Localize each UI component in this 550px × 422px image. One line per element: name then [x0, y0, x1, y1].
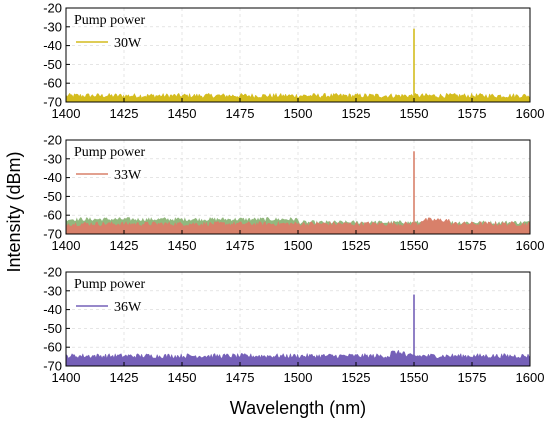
- x-tick-label: 1550: [400, 238, 429, 253]
- x-tick-label: 1550: [400, 370, 429, 385]
- y-tick-label: -50: [43, 321, 62, 336]
- x-tick-label: 1600: [516, 238, 545, 253]
- legend-title: Pump power: [74, 145, 146, 160]
- y-tick-label: -30: [43, 283, 62, 298]
- x-tick-label: 1475: [226, 106, 255, 121]
- x-tick-label: 1425: [110, 370, 139, 385]
- y-tick-label: -50: [43, 57, 62, 72]
- y-tick-label: -70: [43, 359, 62, 374]
- x-tick-label: 1575: [458, 106, 487, 121]
- x-tick-label: 1525: [342, 238, 371, 253]
- x-tick-label: 1600: [516, 370, 545, 385]
- x-tick-label: 1525: [342, 106, 371, 121]
- y-tick-label: -20: [43, 133, 62, 148]
- x-tick-label: 1500: [284, 238, 313, 253]
- x-tick-label: 1600: [516, 106, 545, 121]
- legend-title: Pump power: [74, 13, 146, 28]
- y-tick-label: -70: [43, 227, 62, 242]
- x-tick-label: 1425: [110, 238, 139, 253]
- x-tick-label: 1550: [400, 106, 429, 121]
- x-tick-label: 1425: [110, 106, 139, 121]
- x-tick-label: 1400: [52, 370, 81, 385]
- x-tick-label: 1400: [52, 106, 81, 121]
- y-tick-label: -20: [43, 1, 62, 16]
- x-tick-label: 1450: [168, 370, 197, 385]
- x-tick-label: 1525: [342, 370, 371, 385]
- y-axis-title: Intensity (dBm): [4, 151, 24, 272]
- x-tick-label: 1400: [52, 238, 81, 253]
- x-tick-label: 1450: [168, 238, 197, 253]
- x-tick-label: 1575: [458, 238, 487, 253]
- y-tick-label: -50: [43, 189, 62, 204]
- y-tick-label: -60: [43, 208, 62, 223]
- y-tick-label: -20: [43, 265, 62, 280]
- y-tick-label: -40: [43, 170, 62, 185]
- x-tick-label: 1500: [284, 106, 313, 121]
- y-tick-label: -30: [43, 151, 62, 166]
- x-tick-label: 1450: [168, 106, 197, 121]
- x-tick-label: 1475: [226, 238, 255, 253]
- y-tick-label: -30: [43, 19, 62, 34]
- y-tick-label: -40: [43, 38, 62, 53]
- y-tick-label: -60: [43, 340, 62, 355]
- y-tick-label: -40: [43, 302, 62, 317]
- x-tick-label: 1575: [458, 370, 487, 385]
- legend-label: 30W: [114, 36, 142, 51]
- x-tick-label: 1475: [226, 370, 255, 385]
- x-tick-label: 1500: [284, 370, 313, 385]
- y-tick-label: -70: [43, 95, 62, 110]
- legend-label: 33W: [114, 168, 142, 183]
- legend-label: 36W: [114, 300, 142, 315]
- x-axis-title: Wavelength (nm): [230, 398, 366, 418]
- y-tick-label: -60: [43, 76, 62, 91]
- legend-title: Pump power: [74, 277, 146, 292]
